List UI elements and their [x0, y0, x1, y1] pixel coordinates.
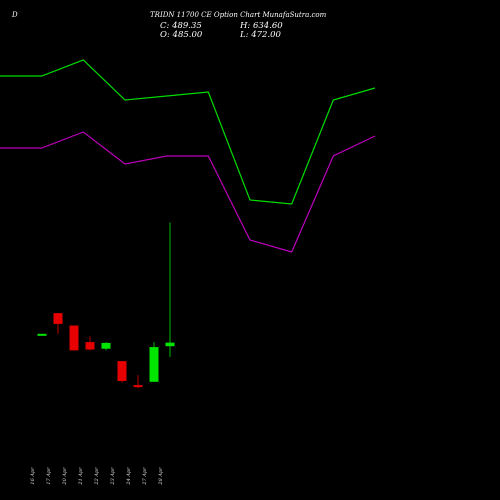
x-tick-label: 27 Apr: [142, 467, 148, 486]
candle-1: [53, 313, 63, 334]
candle-body: [69, 325, 79, 351]
close-price: C: 489.35: [160, 21, 202, 31]
x-tick-label: 17 Apr: [46, 467, 52, 485]
open-price: O: 485.00: [160, 30, 203, 40]
candle-5: [117, 361, 127, 383]
x-tick-label: 28 Apr: [158, 467, 164, 486]
candle-0: [37, 333, 47, 336]
x-axis-ticks: 16 Apr 17 Apr 20 Apr 21 Apr 22 Apr 23 Apr 24 A…: [30, 467, 164, 486]
candle-body: [53, 313, 63, 324]
candle-2: [69, 325, 79, 351]
candle-body: [149, 347, 159, 382]
candle-body: [85, 342, 95, 350]
candle-3: [85, 336, 95, 351]
high-price: H: 634.60: [240, 21, 283, 31]
indicator-bands: [0, 59, 376, 253]
candle-body: [37, 333, 47, 336]
candle-8: [165, 222, 175, 357]
x-tick-label: 22 Apr: [94, 467, 100, 486]
candle-body: [101, 342, 111, 349]
chart-left-mark: D: [12, 11, 18, 19]
low-price: L: 472.00: [240, 30, 281, 40]
x-tick-label: 21 Apr: [78, 467, 84, 486]
candle-4: [101, 342, 111, 351]
x-tick-label: 20 Apr: [62, 467, 68, 486]
candle-body: [117, 361, 127, 381]
chart-title: TRIDN 11700 CE Option Chart MunafaSutra.…: [150, 11, 327, 19]
band-lower-line: [0, 131, 376, 253]
band-upper-line: [0, 59, 376, 205]
x-tick-label: 24 Apr: [126, 467, 132, 486]
candle-body: [165, 342, 175, 347]
x-tick-label: 23 Apr: [110, 467, 116, 486]
candles: [37, 222, 175, 389]
x-tick-label: 16 Apr: [30, 467, 36, 485]
candle-7: [149, 342, 159, 382]
candle-body: [133, 385, 143, 388]
candle-6: [133, 375, 143, 389]
